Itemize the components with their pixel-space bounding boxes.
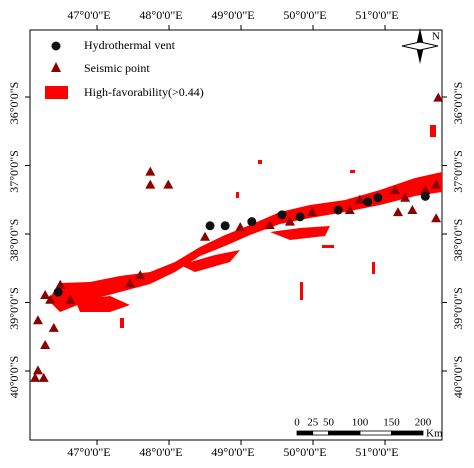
favorability-patch	[372, 262, 375, 274]
seismic-point	[392, 207, 403, 217]
seismic-point	[32, 365, 43, 375]
legend: Hydrothermal vent Seismic point High-fav…	[45, 38, 204, 99]
seismic-point	[431, 213, 442, 223]
lon-label-bottom: 48°0'0"E	[139, 445, 182, 459]
favorability-patch	[180, 250, 240, 272]
lat-label-left: 37°0'0"S	[7, 150, 21, 193]
hydrothermal-vent	[373, 193, 383, 203]
lat-label-left: 38°0'0"S	[7, 219, 21, 262]
legend-vent-symbol	[51, 41, 61, 51]
seismic-point	[145, 166, 156, 176]
lon-label-top: 51°0'0"E	[355, 8, 398, 22]
seismic-point	[354, 194, 365, 204]
lat-label-left: 39°0'0"S	[7, 287, 21, 330]
lon-label-top: 50°0'0"E	[283, 8, 326, 22]
seismic-point	[307, 207, 318, 217]
seismic-point	[55, 279, 66, 289]
scale-bar-segment	[391, 430, 424, 436]
favorability-band	[48, 172, 442, 312]
lon-label-bottom: 47°0'0"E	[67, 445, 110, 459]
north-arrow-cross	[401, 41, 439, 51]
scale-label: 150	[383, 417, 400, 429]
hydrothermal-vent	[277, 210, 287, 220]
seismic-point	[390, 185, 401, 195]
hydrothermal-vent	[53, 287, 63, 297]
scale-label: 0	[294, 417, 300, 429]
favorability-patch	[270, 226, 330, 240]
favorability-patch	[120, 318, 124, 328]
legend-seismic-symbol	[51, 62, 61, 72]
favorability-patch	[258, 160, 262, 164]
seismic-point	[235, 222, 246, 232]
seismic-point	[264, 220, 275, 230]
scale-label: 50	[323, 417, 335, 429]
lat-label-right: 39°0'0"S	[451, 287, 465, 330]
lat-label-right: 38°0'0"S	[451, 219, 465, 262]
seismic-point	[407, 205, 418, 215]
scale-unit: Km	[426, 428, 443, 440]
seismic-point	[200, 231, 210, 241]
north-arrow: N	[401, 28, 440, 64]
seismic-point	[45, 294, 56, 304]
lon-label-bottom: 49°0'0"E	[211, 445, 254, 459]
favorability-patch	[236, 192, 239, 198]
scale-label: 25	[307, 417, 319, 429]
scale-bar-segment	[296, 430, 314, 436]
scale-bar-segment	[312, 430, 329, 436]
hydrothermal-vent	[420, 191, 430, 201]
seismic-point	[145, 179, 156, 189]
favorability-patch	[350, 170, 355, 173]
hydrothermal-vent	[205, 221, 215, 231]
seismic-point	[433, 92, 444, 102]
legend-seismic-label: Seismic point	[84, 61, 150, 75]
lat-label-right: 36°0'0"S	[451, 82, 465, 125]
scale-label: 100	[352, 417, 369, 429]
lat-label-right: 37°0'0"S	[451, 150, 465, 193]
favorability-zones	[48, 125, 442, 328]
seismic-point	[400, 192, 411, 202]
favorability-patch	[430, 125, 436, 137]
hydrothermal-vent	[220, 221, 230, 231]
seismic-point	[344, 205, 355, 215]
lon-label-bottom: 51°0'0"E	[355, 445, 398, 459]
seismic-point	[135, 270, 146, 280]
lon-label-bottom: 50°0'0"E	[283, 445, 326, 459]
legend-favorability-label: High-favorability(>0.44)	[84, 85, 204, 99]
favorability-patch	[300, 282, 303, 300]
seismic-point	[38, 372, 49, 382]
seismic-point	[431, 179, 442, 189]
seismic-point	[420, 185, 431, 195]
lon-label-top: 48°0'0"E	[139, 8, 182, 22]
lat-label-left: 36°0'0"S	[7, 82, 21, 125]
seismic-point	[48, 322, 59, 332]
lon-label-top: 49°0'0"E	[211, 8, 254, 22]
hydrothermal-vent	[363, 197, 373, 207]
seismic-point	[40, 339, 51, 349]
seismic-point	[163, 179, 174, 189]
seismic-point	[32, 315, 43, 325]
favorability-patch	[322, 245, 334, 248]
scale-label: 200	[415, 417, 432, 429]
seismic-point	[40, 289, 51, 299]
seismic-point	[125, 278, 136, 288]
hydrothermal-vent	[295, 212, 305, 222]
lon-label-top: 47°0'0"E	[67, 8, 110, 22]
legend-vent-label: Hydrothermal vent	[84, 38, 176, 52]
seismic-point	[65, 294, 76, 304]
seismic-point	[284, 216, 295, 226]
legend-favorability-symbol	[45, 86, 68, 99]
lat-label-left: 40°0'0"S	[7, 356, 21, 399]
scale-bar-segment	[328, 430, 361, 436]
north-label: N	[432, 31, 440, 43]
favorability-patch	[75, 296, 130, 312]
hydrothermal-vent	[333, 205, 343, 215]
hydrothermal-vent	[247, 217, 257, 227]
seismic-point	[30, 372, 41, 382]
scale-bar-segment	[359, 430, 392, 436]
lat-label-right: 40°0'0"S	[451, 356, 465, 399]
